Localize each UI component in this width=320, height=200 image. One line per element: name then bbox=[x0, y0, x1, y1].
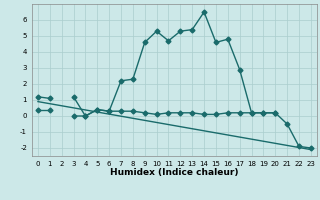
X-axis label: Humidex (Indice chaleur): Humidex (Indice chaleur) bbox=[110, 168, 239, 177]
